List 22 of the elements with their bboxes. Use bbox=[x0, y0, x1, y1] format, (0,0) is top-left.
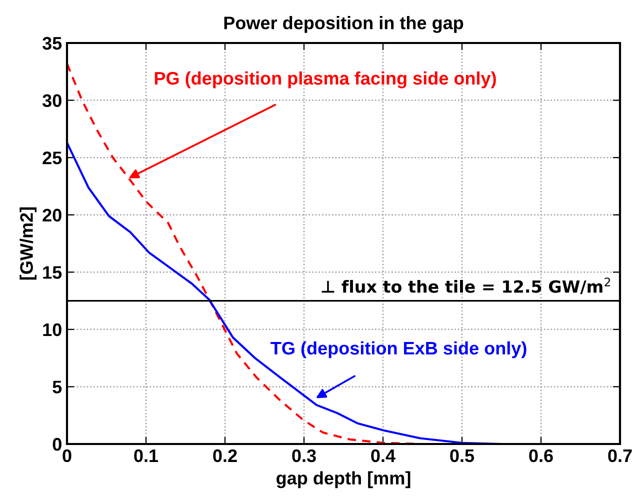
y-tick-label: 35 bbox=[42, 36, 62, 50]
x-tick-label: 0.2 bbox=[213, 449, 237, 462]
y-tick-label: 25 bbox=[42, 152, 62, 164]
x-tick-label: 0.6 bbox=[529, 449, 553, 462]
legend-label: ⊥ flux to the tile = 12.5 GW/m$^{2}$ bbox=[322, 278, 610, 294]
y-tick-label: 20 bbox=[42, 208, 62, 222]
y-tick-label: 15 bbox=[43, 266, 62, 279]
x-tick-label: 0.1 bbox=[134, 449, 158, 462]
y-tick-label: 10 bbox=[43, 323, 62, 336]
x-tick-label: 0.4 bbox=[371, 449, 396, 462]
x-tick-label: 0 bbox=[62, 449, 72, 462]
annotation: TG (deposition ExB side only) bbox=[270, 341, 526, 358]
x-axis-title: gap depth [mm] bbox=[276, 471, 410, 488]
y-tick-label: 30 bbox=[42, 94, 62, 108]
y-axis-title: [GW/m2] bbox=[20, 207, 36, 280]
y-tick-label: 0 bbox=[52, 438, 62, 451]
x-tick-label: 0.5 bbox=[450, 449, 474, 462]
chart-title: Power deposition in the gap bbox=[224, 16, 464, 33]
annotation: PG (deposition plasma facing side only) bbox=[154, 71, 496, 88]
y-tick-label: 5 bbox=[52, 380, 62, 394]
x-tick-label: 0.3 bbox=[292, 449, 316, 462]
x-tick-label: 0.7 bbox=[608, 449, 632, 462]
